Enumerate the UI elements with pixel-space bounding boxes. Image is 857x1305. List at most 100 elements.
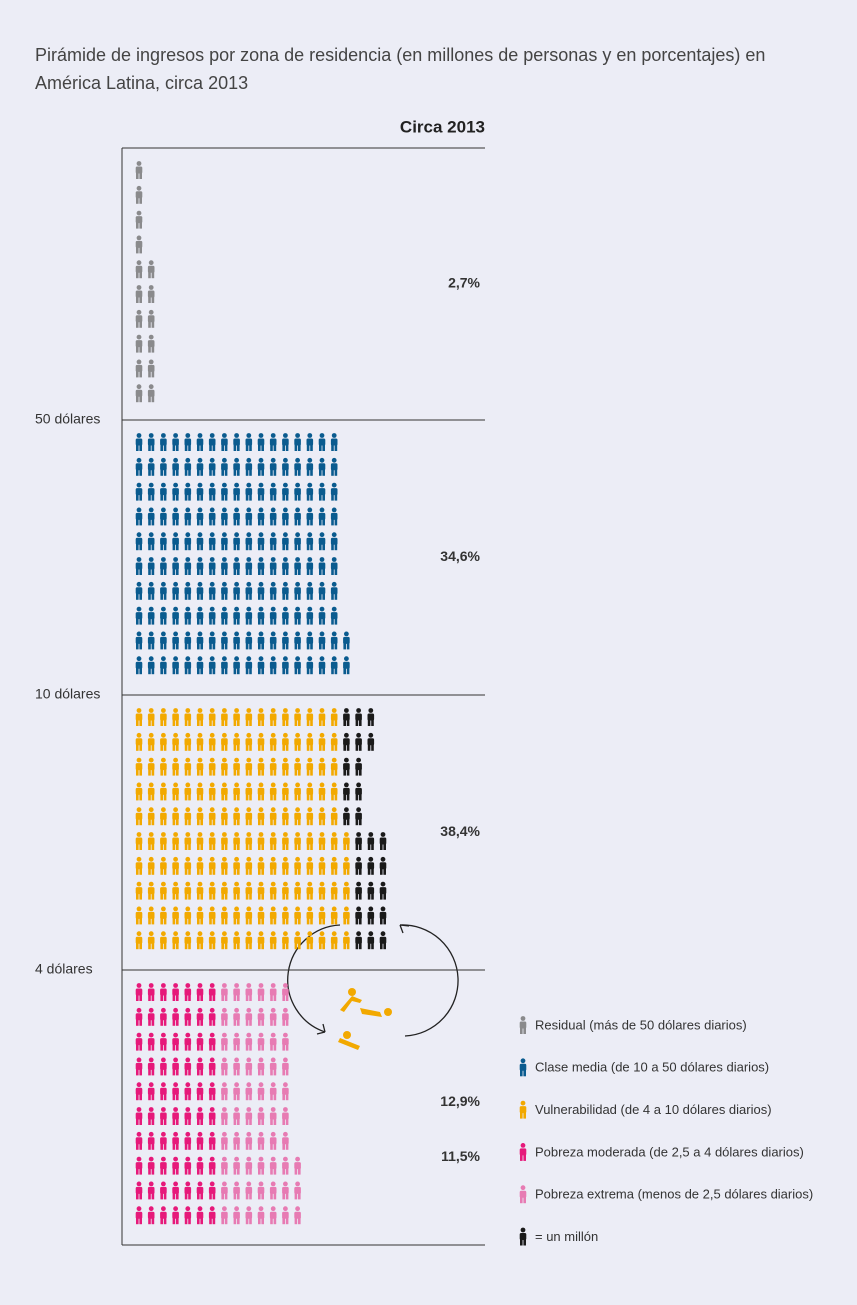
icon-leg bbox=[319, 543, 322, 551]
icon-leg bbox=[224, 743, 228, 751]
icon-leg bbox=[188, 743, 191, 751]
icon-head bbox=[209, 1082, 215, 1088]
icon-leg bbox=[294, 568, 298, 575]
icon-body bbox=[257, 636, 265, 644]
icon-leg bbox=[261, 1043, 264, 1051]
icon-leg bbox=[310, 843, 313, 850]
icon-leg bbox=[285, 1167, 289, 1175]
person-icon bbox=[184, 931, 192, 950]
person-icon bbox=[294, 906, 301, 925]
icon-head bbox=[270, 983, 276, 988]
person-icon bbox=[160, 708, 167, 726]
icon-leg bbox=[160, 892, 163, 900]
person-icon bbox=[294, 433, 301, 451]
icon-leg bbox=[298, 568, 301, 575]
icon-body bbox=[172, 887, 179, 895]
icon-body bbox=[221, 1112, 228, 1120]
icon-body bbox=[208, 988, 216, 996]
person-icon bbox=[294, 708, 301, 726]
icon-leg bbox=[172, 942, 176, 950]
icon-body bbox=[233, 1162, 240, 1170]
icon-leg bbox=[285, 493, 289, 501]
icon-body bbox=[184, 812, 192, 820]
icon-body bbox=[245, 537, 253, 545]
legend-icon bbox=[519, 1185, 527, 1204]
icon-leg bbox=[184, 1068, 188, 1076]
person-icon bbox=[282, 581, 289, 600]
person-icon bbox=[269, 1032, 277, 1051]
person-icon bbox=[147, 334, 155, 353]
icon-body bbox=[135, 661, 143, 669]
icon-leg bbox=[282, 1018, 285, 1026]
icon-leg bbox=[151, 768, 155, 776]
icon-head bbox=[173, 807, 179, 813]
icon-leg bbox=[197, 493, 200, 501]
icon-head bbox=[234, 757, 240, 763]
person-icon bbox=[172, 906, 179, 925]
icon-leg bbox=[310, 592, 313, 600]
icon-body bbox=[147, 1087, 155, 1095]
icon-body bbox=[196, 562, 204, 570]
icon-leg bbox=[221, 1142, 224, 1150]
icon-leg bbox=[184, 867, 188, 875]
person-icon bbox=[135, 235, 143, 254]
icon-body bbox=[208, 1211, 216, 1219]
icon-leg bbox=[136, 395, 139, 403]
icon-head bbox=[234, 433, 240, 438]
icon-head bbox=[344, 656, 349, 662]
icon-body bbox=[245, 862, 253, 870]
icon-body bbox=[282, 438, 289, 446]
icon-leg bbox=[294, 1167, 298, 1175]
icon-head bbox=[283, 1032, 288, 1038]
icon-leg bbox=[209, 617, 212, 625]
icon-head bbox=[136, 1131, 142, 1137]
icon-leg bbox=[282, 917, 285, 925]
icon-leg bbox=[151, 370, 155, 378]
icon-head bbox=[222, 1082, 227, 1088]
person-icon bbox=[184, 881, 192, 900]
icon-leg bbox=[331, 493, 334, 501]
person-icon bbox=[282, 656, 289, 675]
icon-leg bbox=[285, 818, 289, 826]
icon-leg bbox=[331, 468, 334, 476]
icon-head bbox=[222, 581, 227, 587]
icon-leg bbox=[136, 468, 139, 476]
icon-leg bbox=[160, 1093, 163, 1101]
person-icon bbox=[160, 1206, 167, 1225]
icon-leg bbox=[258, 518, 261, 526]
person-icon bbox=[196, 557, 204, 575]
icon-head bbox=[173, 631, 179, 637]
person-icon bbox=[257, 433, 265, 451]
icon-leg bbox=[136, 994, 139, 1001]
icon-leg bbox=[245, 1142, 249, 1150]
threshold-label: 10 dólares bbox=[35, 686, 100, 702]
icon-leg bbox=[310, 543, 313, 551]
icon-body bbox=[184, 887, 192, 895]
person-icon bbox=[184, 1181, 192, 1200]
icon-leg bbox=[176, 994, 179, 1001]
icon-head bbox=[148, 1131, 154, 1137]
icon-body bbox=[135, 191, 143, 199]
icon-head bbox=[258, 1032, 264, 1038]
icon-head bbox=[161, 532, 166, 538]
icon-leg bbox=[136, 1167, 139, 1175]
icon-leg bbox=[200, 917, 203, 925]
icon-body bbox=[147, 290, 155, 298]
person-icon bbox=[147, 631, 155, 650]
person-icon bbox=[221, 1032, 228, 1051]
icon-leg bbox=[261, 444, 264, 451]
icon-leg bbox=[233, 1068, 237, 1076]
icon-body bbox=[147, 1137, 155, 1145]
icon-leg bbox=[184, 444, 188, 451]
icon-body bbox=[294, 763, 301, 771]
icon-head bbox=[258, 1156, 264, 1162]
icon-head bbox=[331, 856, 337, 862]
icon-leg bbox=[249, 867, 252, 875]
icon-head bbox=[222, 656, 227, 662]
icon-head bbox=[295, 1156, 300, 1162]
icon-leg bbox=[322, 468, 325, 476]
icon-body bbox=[196, 1038, 204, 1046]
icon-body bbox=[282, 988, 289, 996]
person-icon bbox=[318, 757, 326, 776]
icon-leg bbox=[209, 518, 212, 526]
